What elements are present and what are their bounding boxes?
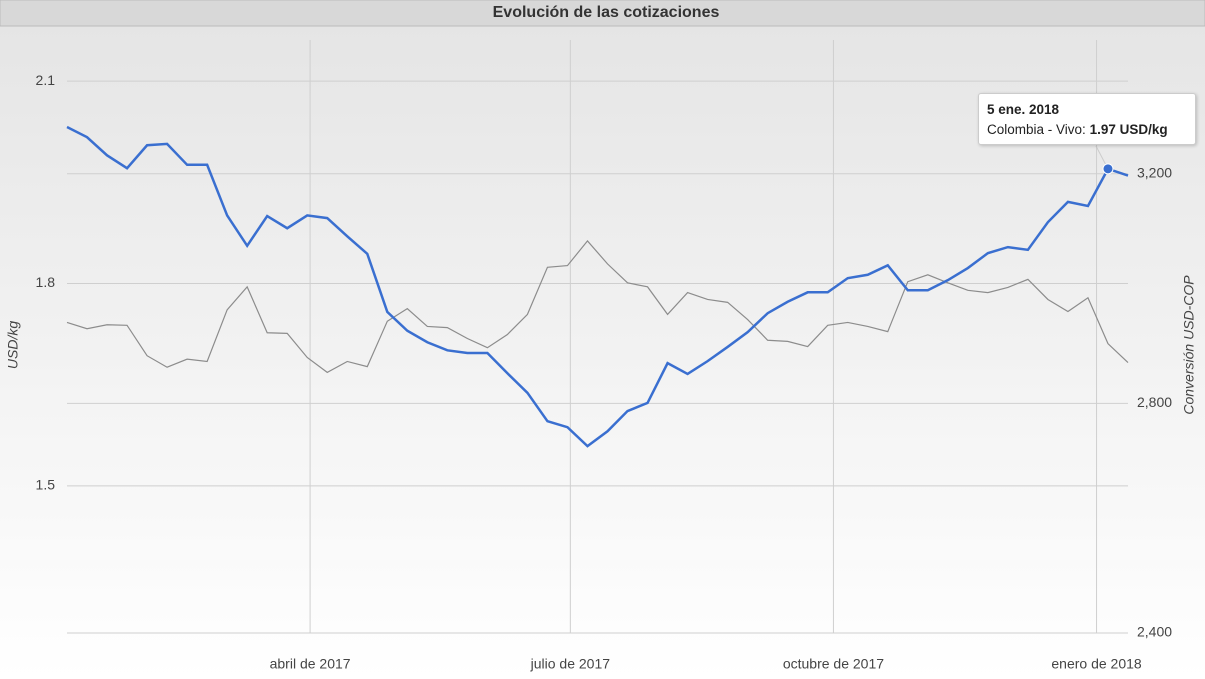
hover-point: [1102, 163, 1114, 175]
y2-tick-label: 3,200: [1137, 164, 1172, 180]
y-tick-label: 1.8: [36, 274, 56, 290]
y2-tick-label: 2,400: [1137, 624, 1172, 640]
tooltip-series: Colombia - Vivo: [987, 122, 1086, 137]
tooltip-date: 5 ene. 2018: [987, 102, 1060, 117]
x-tick-label: abril de 2017: [270, 656, 351, 672]
chart-title: Evolución de las cotizaciones: [493, 4, 720, 21]
title-bar: [0, 0, 1205, 27]
x-tick-label: julio de 2017: [530, 656, 611, 672]
series-line: [66, 125, 1129, 448]
x-tick-label: enero de 2018: [1051, 656, 1142, 672]
y-tick-label: 1.5: [36, 477, 56, 493]
tooltip-value: 1.97 USD/kg: [1089, 122, 1168, 137]
x-tick-label: octubre de 2017: [783, 656, 884, 672]
y2-tick-label: 2,800: [1137, 394, 1172, 410]
marks: [66, 125, 1129, 448]
tooltip: 5 ene. 2018 Colombia - Vivo 1.97 USD/kg: [978, 93, 1196, 145]
y2-axis-label: Conversión USD-COP: [1181, 275, 1197, 415]
y-tick-label: 2.1: [36, 72, 56, 88]
y-axis-label: USD/kg: [5, 321, 21, 369]
series-line: [66, 239, 1129, 374]
